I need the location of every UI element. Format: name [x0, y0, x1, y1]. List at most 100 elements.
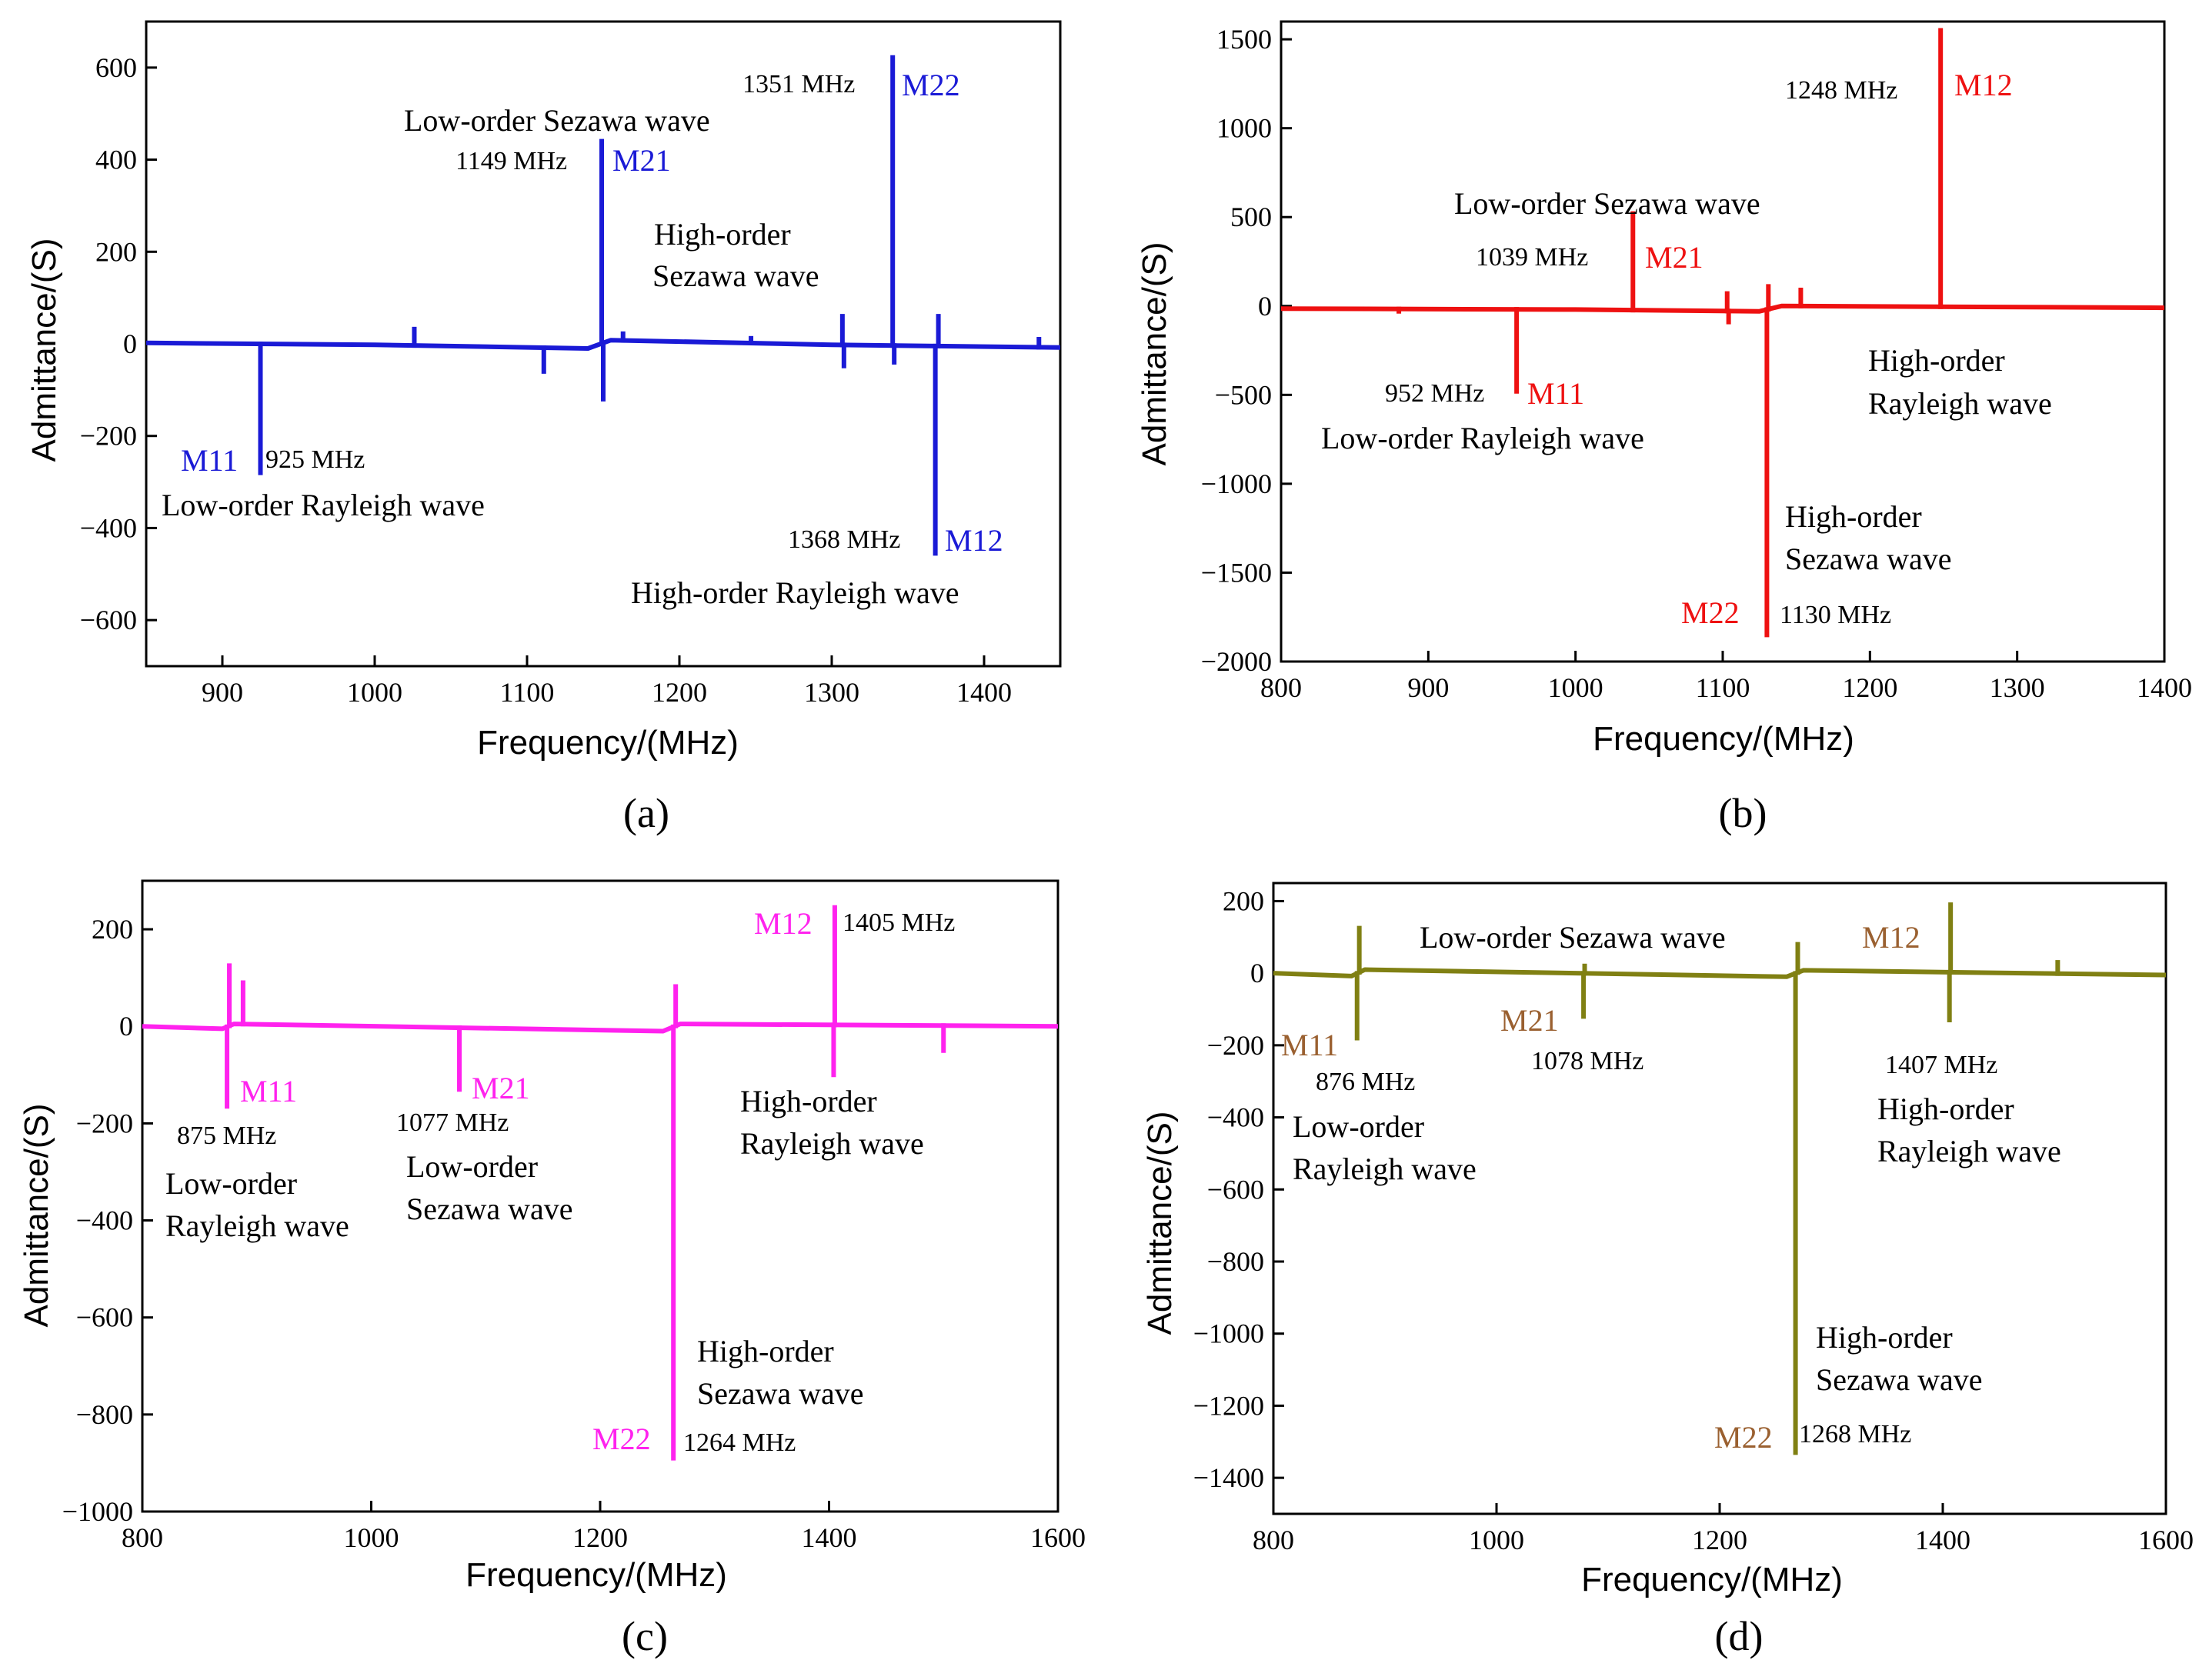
panel-d-x-tick-label: 1600 [2138, 1525, 2194, 1555]
panel-d-label: (d) [1715, 1613, 1764, 1659]
panel-a: 900 1000 1100 1200 1300 1400 −600 −400 −200 0 200 4… [25, 20, 1062, 836]
panel-d-y-tick-label: −1000 [1193, 1318, 1264, 1349]
panel-d-series [1273, 902, 2167, 1455]
panel-c-wave-low-rayleigh-1: Low-order [165, 1166, 297, 1201]
panel-b-x-tick-label: 900 [1407, 672, 1449, 703]
panel-b-wave-high-rayleigh-2: Rayleigh wave [1868, 386, 2052, 421]
panel-c-wave-high-sezawa-1: High-order [697, 1334, 834, 1368]
panel-a-mode-m11: M11 [181, 443, 238, 478]
panel-d-wave-high-rayleigh-1: High-order [1877, 1092, 2014, 1126]
panel-d-ticks: 800 1000 1200 1400 1600 −1400 −1200 −1000 −800 −6… [1193, 885, 2194, 1555]
panel-a-x-axis-label: Frequency/(MHz) [477, 724, 739, 762]
panel-a-y-tick-label: −400 [80, 512, 137, 543]
panel-b-x-tick-label: 1400 [2137, 672, 2192, 703]
panel-a-y-tick-label: 0 [123, 328, 137, 359]
panel-d-mode-m21: M21 [1500, 1003, 1559, 1038]
panel-d-x-tick-label: 1000 [1469, 1525, 1524, 1555]
panel-c-ticks: 800 1000 1200 1400 1600 −1000 −800 −600 −400 −200… [62, 914, 1086, 1553]
panel-b-y-tick-label: −1500 [1201, 557, 1272, 588]
panel-a-mode-m12: M12 [945, 523, 1003, 558]
panel-c-y-tick-label: −1000 [62, 1496, 133, 1527]
panel-c-freq-m22: 1264 MHz [683, 1428, 796, 1457]
panel-b-x-axis-label: Frequency/(MHz) [1593, 720, 1854, 758]
panel-a-freq-m22: 1351 MHz [742, 70, 855, 98]
panel-c-x-tick-label: 800 [122, 1522, 163, 1553]
panel-b: 800 900 1000 1100 1200 1300 1400 −2000 −1500 −100… [1136, 20, 2192, 836]
panel-b-plot-frame [1280, 20, 2166, 663]
panel-c-label: (c) [622, 1613, 668, 1659]
panel-c-wave-low-sezawa-1: Low-order [406, 1149, 538, 1184]
panel-d-mode-m11: M11 [1281, 1028, 1338, 1062]
panel-b-y-axis-label: Admittance/(S) [1136, 242, 1173, 466]
panel-c-y-tick-label: 0 [119, 1011, 133, 1042]
panel-d-y-tick-label: −1400 [1193, 1462, 1264, 1493]
panel-c-y-tick-label: −800 [76, 1399, 133, 1430]
panel-c-y-tick-label: −600 [76, 1302, 133, 1333]
panel-a-mode-m21: M21 [612, 143, 671, 178]
panel-d-mode-m22: M22 [1714, 1420, 1773, 1455]
panel-c-mode-m22: M22 [592, 1422, 651, 1456]
panel-b-y-tick-label: 1000 [1216, 113, 1272, 144]
panel-a-mode-m22: M22 [902, 68, 960, 102]
panel-d-y-tick-label: −200 [1207, 1030, 1264, 1061]
panel-c-x-tick-label: 1400 [802, 1522, 857, 1553]
panel-b-wave-high-sezawa-2: Sezawa wave [1785, 542, 1952, 576]
panel-a-ticks: 900 1000 1100 1200 1300 1400 −600 −400 −200 0 200 4… [80, 52, 1012, 708]
panel-c-wave-high-sezawa-2: Sezawa wave [697, 1376, 864, 1411]
panel-a-y-axis-label: Admittance/(S) [25, 238, 63, 462]
panel-b-mode-m22: M22 [1681, 595, 1740, 630]
panel-b-label: (b) [1719, 790, 1767, 836]
panel-b-x-tick-label: 1100 [1696, 672, 1750, 703]
panel-b-x-tick-label: 1300 [1990, 672, 2045, 703]
panel-c-freq-m21: 1077 MHz [396, 1108, 509, 1137]
panel-b-wave-high-rayleigh-1: High-order [1868, 343, 2005, 378]
panel-b-baseline-trace [1280, 303, 2165, 314]
panel-c-series [142, 905, 1059, 1461]
panel-a-y-tick-label: 600 [95, 52, 137, 83]
panel-d-freq-m12: 1407 MHz [1885, 1051, 1997, 1079]
panel-d-plot-frame [1272, 882, 2167, 1515]
panel-a-y-tick-label: 400 [95, 145, 137, 175]
panel-a-wave-low-sezawa: Low-order Sezawa wave [404, 103, 710, 138]
panel-c-x-tick-label: 1000 [344, 1522, 399, 1553]
panel-d-wave-low-rayleigh-1: Low-order [1293, 1109, 1424, 1144]
panel-a-x-tick-label: 900 [202, 677, 243, 708]
panel-b-x-tick-label: 1000 [1548, 672, 1603, 703]
panel-b-y-tick-label: −500 [1215, 379, 1272, 410]
panel-c-y-axis-label: Admittance/(S) [18, 1104, 55, 1328]
panel-d-x-tick-label: 800 [1253, 1525, 1294, 1555]
panel-c-wave-high-rayleigh-2: Rayleigh wave [740, 1126, 924, 1161]
panel-c-wave-low-rayleigh-2: Rayleigh wave [165, 1208, 349, 1243]
panel-b-wave-high-sezawa-1: High-order [1785, 499, 1922, 534]
panel-c: 800 1000 1200 1400 1600 −1000 −800 −600 −400 −200… [18, 879, 1086, 1659]
panel-c-baseline-trace [142, 1022, 1059, 1034]
panel-c-y-tick-label: −400 [76, 1205, 133, 1236]
panel-d-y-tick-label: −1200 [1193, 1390, 1264, 1421]
panel-d-y-tick-label: 0 [1250, 958, 1264, 988]
panel-b-freq-m12: 1248 MHz [1785, 76, 1897, 105]
panel-d-x-tick-label: 1400 [1915, 1525, 1970, 1555]
panel-d-y-tick-label: −600 [1207, 1174, 1264, 1205]
panel-d-freq-m21: 1078 MHz [1531, 1047, 1643, 1075]
panel-c-freq-m12: 1405 MHz [843, 908, 955, 937]
panel-b-ticks: 800 900 1000 1100 1200 1300 1400 −2000 −1500 −100… [1201, 24, 2192, 703]
panel-a-y-tick-label: 200 [95, 236, 137, 267]
panel-b-y-tick-label: −2000 [1201, 646, 1272, 677]
panel-a-x-tick-label: 1200 [652, 677, 707, 708]
panel-a-series [145, 55, 1061, 556]
panel-b-y-tick-label: −1000 [1201, 468, 1272, 499]
panel-d-freq-m11: 876 MHz [1316, 1068, 1415, 1096]
panel-a-y-tick-label: −600 [80, 605, 137, 635]
panel-a-x-tick-label: 1400 [956, 677, 1012, 708]
panel-d-wave-high-rayleigh-2: Rayleigh wave [1877, 1134, 2061, 1168]
panel-d-wave-high-sezawa-1: High-order [1816, 1320, 1953, 1355]
panel-b-y-tick-label: 1500 [1216, 24, 1272, 55]
panel-a-wave-high-sezawa-1: High-order [654, 217, 791, 252]
panel-c-plot-frame [141, 879, 1059, 1513]
panel-a-y-tick-label: −200 [80, 421, 137, 452]
panel-b-freq-m21: 1039 MHz [1476, 243, 1588, 272]
panel-d-freq-m22: 1268 MHz [1799, 1420, 1911, 1448]
panel-b-x-tick-label: 1200 [1842, 672, 1897, 703]
panel-d-y-axis-label: Admittance/(S) [1141, 1112, 1179, 1335]
panel-d-baseline-trace [1273, 967, 2167, 979]
